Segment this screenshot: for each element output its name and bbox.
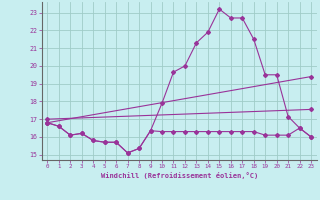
X-axis label: Windchill (Refroidissement éolien,°C): Windchill (Refroidissement éolien,°C) xyxy=(100,172,258,179)
